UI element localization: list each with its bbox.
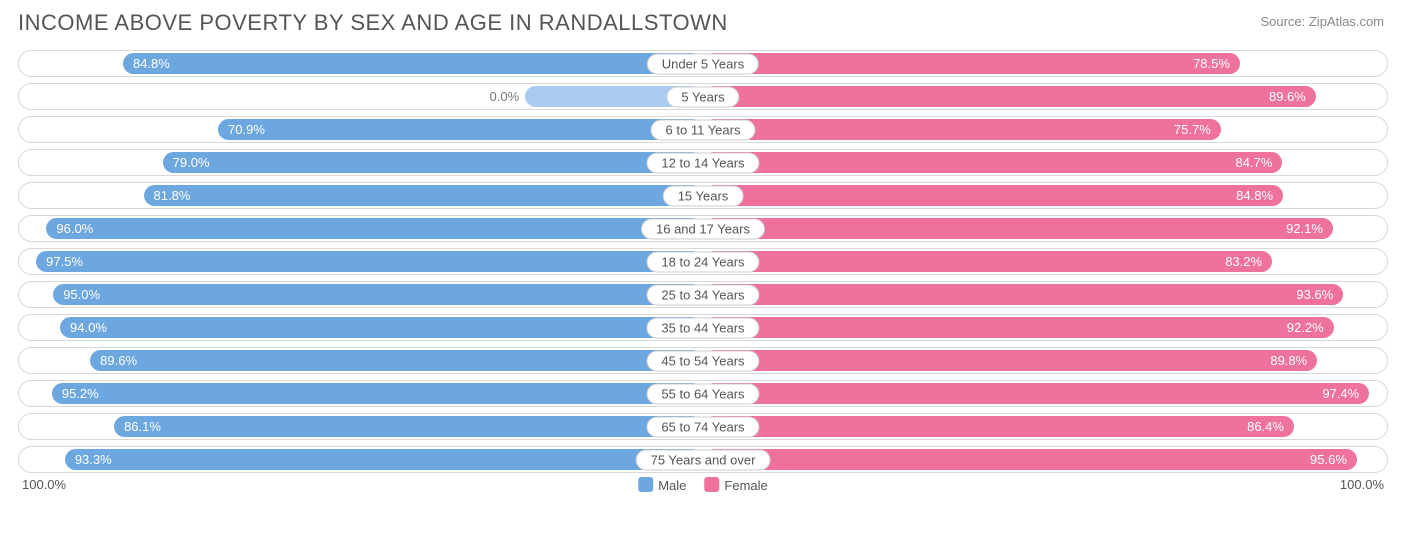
category-label: 6 to 11 Years [651,119,756,140]
chart-row: 97.5% 83.2% 18 to 24 Years [18,248,1388,275]
female-value: 84.8% [1236,188,1273,203]
female-bar: 89.6% [703,86,1316,107]
male-bar: 70.9% [218,119,703,140]
chart-row: 89.6% 89.8% 45 to 54 Years [18,347,1388,374]
male-value: 94.0% [70,320,107,335]
male-value: 97.5% [46,254,83,269]
chart-row: 70.9% 75.7% 6 to 11 Years [18,116,1388,143]
male-value: 81.8% [154,188,191,203]
male-bar: 93.3% [65,449,703,470]
female-value: 95.6% [1310,452,1347,467]
category-label: 75 Years and over [636,449,771,470]
category-label: Under 5 Years [647,53,759,74]
male-value: 79.0% [173,155,210,170]
male-bar: 95.0% [53,284,703,305]
male-bar: 86.1% [114,416,703,437]
category-label: 65 to 74 Years [646,416,759,437]
category-label: 12 to 14 Years [646,152,759,173]
chart-row: 94.0% 92.2% 35 to 44 Years [18,314,1388,341]
male-value: 70.9% [228,122,265,137]
chart-row: 84.8% 78.5% Under 5 Years [18,50,1388,77]
female-bar: 92.1% [703,218,1333,239]
category-label: 18 to 24 Years [646,251,759,272]
chart-row: 93.3% 95.6% 75 Years and over [18,446,1388,473]
category-label: 35 to 44 Years [646,317,759,338]
axis-left-label: 100.0% [22,477,66,492]
axis-row: 100.0% Male Female 100.0% [18,477,1388,501]
chart-row: 0.0% 89.6% 5 Years [18,83,1388,110]
male-value: 96.0% [56,221,93,236]
male-value: 0.0% [490,89,520,104]
legend-female-label: Female [724,478,767,493]
source-label: Source: ZipAtlas.com [1260,14,1384,29]
chart-row: 95.0% 93.6% 25 to 34 Years [18,281,1388,308]
female-value: 75.7% [1174,122,1211,137]
male-value: 95.2% [62,386,99,401]
female-bar: 97.4% [703,383,1369,404]
male-bar: 84.8% [123,53,703,74]
category-label: 25 to 34 Years [646,284,759,305]
female-bar: 84.8% [703,185,1283,206]
female-value: 97.4% [1322,386,1359,401]
chart-title: INCOME ABOVE POVERTY BY SEX AND AGE IN R… [18,10,1388,36]
chart-row: 96.0% 92.1% 16 and 17 Years [18,215,1388,242]
male-bar: 96.0% [46,218,703,239]
male-bar: 89.6% [90,350,703,371]
chart-area: 84.8% 78.5% Under 5 Years 0.0% 89.6% 5 Years 7… [18,50,1388,473]
female-bar: 84.7% [703,152,1282,173]
male-value: 86.1% [124,419,161,434]
female-bar: 95.6% [703,449,1357,470]
female-bar: 89.8% [703,350,1317,371]
chart-row: 86.1% 86.4% 65 to 74 Years [18,413,1388,440]
legend-male: Male [638,477,686,493]
female-bar: 78.5% [703,53,1240,74]
male-value: 84.8% [133,56,170,71]
male-value: 93.3% [75,452,112,467]
female-bar: 83.2% [703,251,1272,272]
legend: Male Female [638,477,768,493]
female-value: 93.6% [1296,287,1333,302]
category-label: 15 Years [663,185,744,206]
axis-right-label: 100.0% [1340,477,1384,492]
category-label: 16 and 17 Years [641,218,765,239]
male-bar: 79.0% [163,152,703,173]
legend-female: Female [704,477,767,493]
female-bar: 75.7% [703,119,1221,140]
male-bar: 95.2% [52,383,703,404]
male-value: 95.0% [63,287,100,302]
male-value: 89.6% [100,353,137,368]
chart-row: 81.8% 84.8% 15 Years [18,182,1388,209]
female-bar: 92.2% [703,317,1334,338]
female-value: 78.5% [1193,56,1230,71]
female-value: 89.6% [1269,89,1306,104]
male-bar: 81.8% [144,185,704,206]
female-bar: 86.4% [703,416,1294,437]
female-value: 86.4% [1247,419,1284,434]
legend-male-label: Male [658,478,686,493]
category-label: 5 Years [666,86,739,107]
female-value: 92.2% [1287,320,1324,335]
female-value: 84.7% [1235,155,1272,170]
male-bar: 97.5% [36,251,703,272]
category-label: 55 to 64 Years [646,383,759,404]
female-swatch-icon [704,477,719,492]
chart-row: 79.0% 84.7% 12 to 14 Years [18,149,1388,176]
female-value: 83.2% [1225,254,1262,269]
female-bar: 93.6% [703,284,1343,305]
chart-row: 95.2% 97.4% 55 to 64 Years [18,380,1388,407]
female-value: 92.1% [1286,221,1323,236]
category-label: 45 to 54 Years [646,350,759,371]
female-value: 89.8% [1270,353,1307,368]
male-swatch-icon [638,477,653,492]
male-bar: 94.0% [60,317,703,338]
